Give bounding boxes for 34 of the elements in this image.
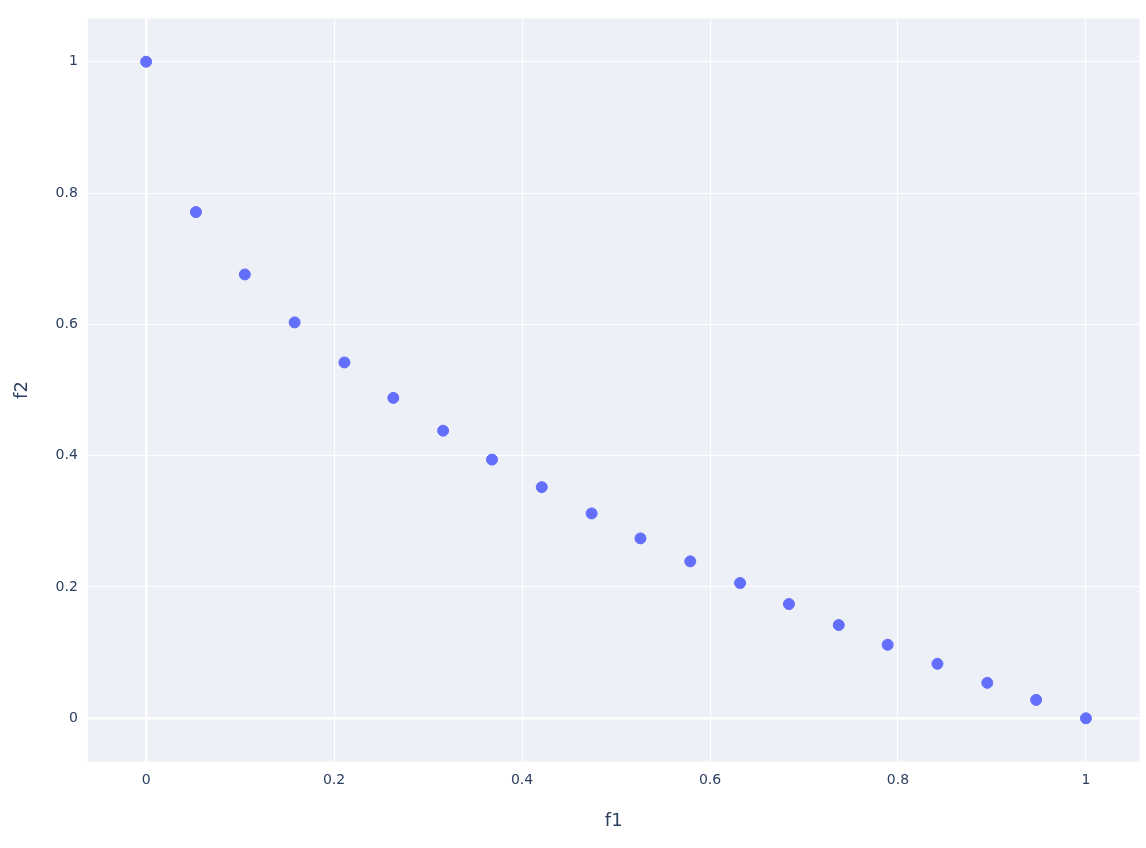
point: [485, 453, 498, 466]
point: [981, 676, 994, 689]
point: [1079, 712, 1092, 725]
point: [437, 424, 450, 437]
point: [832, 619, 845, 632]
point: [535, 481, 548, 494]
x-tick-label: 0: [141, 770, 151, 787]
x-tick-label: 0.8: [886, 770, 910, 787]
point: [585, 507, 598, 520]
point: [881, 638, 894, 651]
point: [734, 577, 747, 590]
y-tick-label: 0.8: [55, 183, 78, 200]
y-tick-label: 0.4: [55, 446, 78, 463]
point: [338, 356, 351, 369]
point: [684, 555, 697, 568]
point: [782, 598, 795, 611]
x-tick-label: 1: [1081, 770, 1091, 787]
point: [1030, 693, 1043, 706]
point: [387, 391, 400, 404]
x-axis-title: f1: [604, 808, 623, 830]
x-tick-label: 0.4: [510, 770, 534, 787]
y-tick-label: 0: [68, 708, 78, 725]
point: [238, 268, 251, 281]
point: [931, 657, 944, 670]
x-tick-label: 0.6: [698, 770, 722, 787]
point: [140, 55, 153, 68]
point: [189, 206, 202, 219]
y-tick-label: 0.2: [55, 577, 78, 594]
point: [634, 532, 647, 545]
y-tick-label: 0.6: [55, 314, 78, 331]
point: [288, 316, 301, 329]
x-tick-label: 0.2: [322, 770, 346, 787]
y-tick-label: 1: [68, 52, 78, 69]
y-axis-title: f2: [10, 381, 32, 399]
